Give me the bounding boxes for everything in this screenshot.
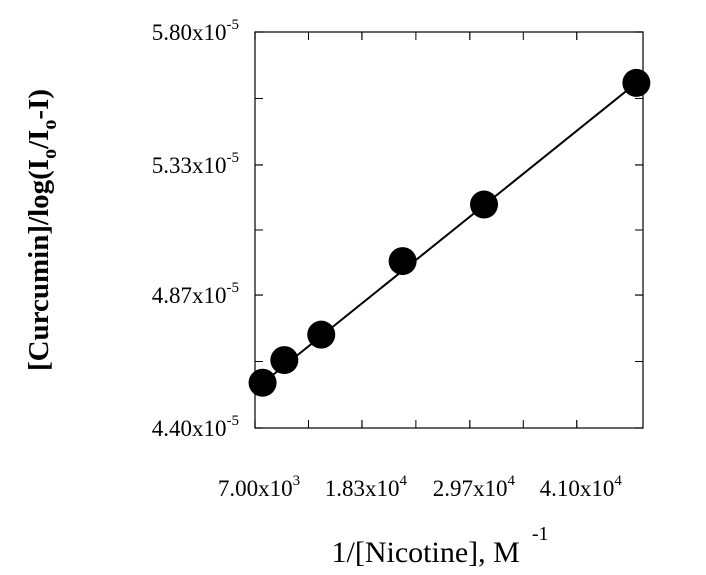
data-point <box>622 68 651 97</box>
y-tick-labels: 4.40x10-5 4.87x10-5 5.33x10-5 5.80x10-5 <box>152 17 239 441</box>
y-tick-label: 4.40x10-5 <box>152 413 239 441</box>
x-tick-labels: 7.00x103 1.83x104 2.97x104 4.10x104 <box>218 473 623 501</box>
major-ticks <box>254 31 643 429</box>
data-point <box>270 346 299 375</box>
x-tick-label: 4.10x104 <box>540 473 623 501</box>
y-tick-label: 5.33x10-5 <box>152 150 239 178</box>
y-axis-title: [Curcumin]/log(Io/Io-I) <box>23 89 61 371</box>
data-point <box>248 368 277 397</box>
plot-frame <box>254 31 644 429</box>
data-point <box>307 320 336 349</box>
data-point <box>470 190 499 219</box>
data-points <box>248 68 651 397</box>
y-tick-label: 4.87x10-5 <box>152 280 239 308</box>
x-tick-label: 2.97x104 <box>433 473 516 501</box>
x-tick-label: 1.83x104 <box>325 473 408 501</box>
data-point <box>388 247 417 276</box>
minor-ticks <box>255 32 643 428</box>
x-tick-label: 7.00x103 <box>218 473 300 501</box>
y-tick-label: 5.80x10-5 <box>152 17 239 45</box>
x-axis-title: 1/[Nicotine], M-1 <box>332 523 549 569</box>
